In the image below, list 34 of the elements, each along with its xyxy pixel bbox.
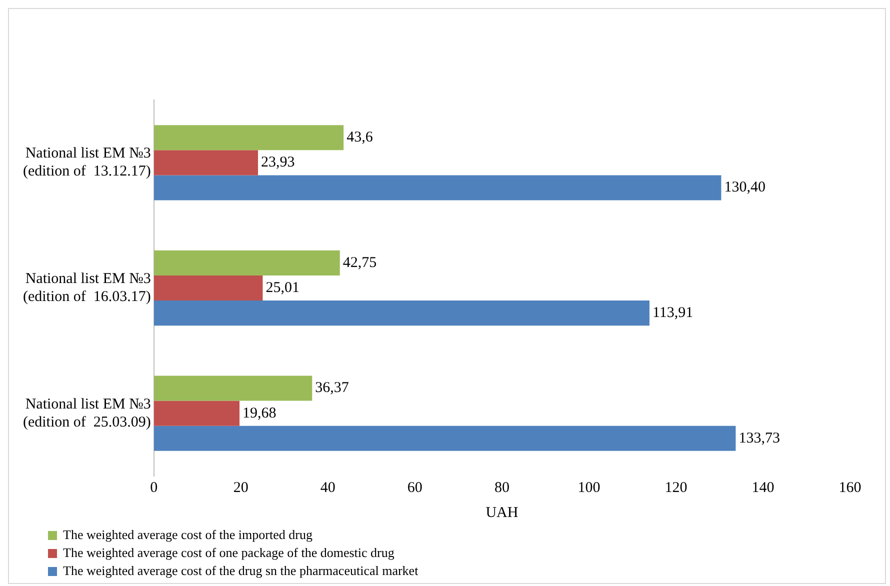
bar <box>154 275 263 301</box>
data-label: 42,75 <box>342 254 377 271</box>
legend-label: The weighted average cost of the drug sn the pharmaceutical market <box>63 563 418 579</box>
data-label: 133,73 <box>738 430 780 446</box>
bar <box>154 376 312 401</box>
data-label: 25,01 <box>266 280 300 296</box>
bar <box>154 400 240 426</box>
bar <box>154 426 736 451</box>
x-axis-title: UAH <box>486 504 518 521</box>
bar <box>154 150 258 176</box>
x-tick-label: 120 <box>664 480 688 496</box>
y-tick-label: National list EM №3 (edition of 16.03.17) <box>22 270 151 305</box>
data-label: 113,91 <box>652 305 694 322</box>
legend-label: The weighted average cost of one package of the domestic drug <box>63 545 394 561</box>
x-tick-label: 40 <box>320 480 336 496</box>
data-label: 36,37 <box>315 380 350 396</box>
x-tick-label: 160 <box>838 480 862 496</box>
x-tick-label: 80 <box>494 480 510 496</box>
x-tick-label: 140 <box>752 480 774 496</box>
x-tick-label: 100 <box>578 480 600 496</box>
x-tick-label: 60 <box>407 480 422 496</box>
data-label: 19,68 <box>242 405 276 422</box>
bar <box>154 250 340 276</box>
data-label: 43,6 <box>346 130 374 146</box>
x-tick-label: 0 <box>150 480 158 496</box>
data-label: 130,40 <box>724 180 766 196</box>
bar <box>154 125 344 150</box>
bar <box>154 175 722 200</box>
bar <box>154 300 650 326</box>
y-tick-label: National list EM №3 (edition of 13.12.17) <box>22 146 151 180</box>
y-tick-label: National list EM №3 (edition of 25.03.09) <box>22 396 151 430</box>
legend-label: The weighted average cost of the imported drug <box>63 527 312 543</box>
data-label: 23,93 <box>261 154 295 171</box>
x-tick-label: 20 <box>233 480 248 496</box>
